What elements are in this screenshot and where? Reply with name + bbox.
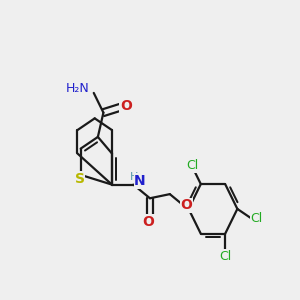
Text: O: O [142,215,154,229]
Text: Cl: Cl [219,250,231,263]
Text: H: H [130,172,138,182]
Text: N: N [134,174,146,188]
Text: H₂N: H₂N [65,82,89,95]
Text: Cl: Cl [251,212,263,225]
Text: O: O [180,198,192,212]
Text: Cl: Cl [187,159,199,172]
Text: O: O [120,99,132,113]
Text: S: S [75,172,85,186]
